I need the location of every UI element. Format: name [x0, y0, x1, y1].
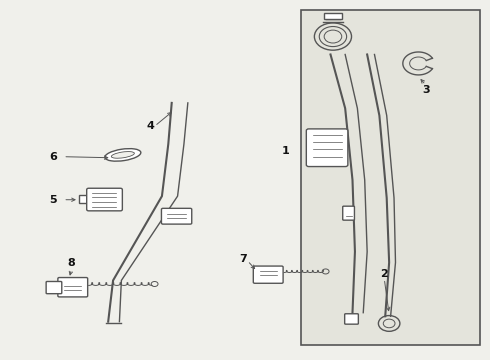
FancyBboxPatch shape: [161, 208, 192, 224]
FancyBboxPatch shape: [253, 266, 283, 283]
Text: 2: 2: [380, 269, 388, 279]
Text: 5: 5: [49, 195, 57, 205]
Text: 6: 6: [49, 152, 57, 162]
Bar: [324, 13, 342, 19]
Ellipse shape: [111, 152, 134, 158]
FancyBboxPatch shape: [344, 314, 358, 324]
Text: 8: 8: [68, 258, 75, 268]
FancyBboxPatch shape: [87, 188, 122, 211]
Bar: [79, 195, 88, 203]
Text: 7: 7: [240, 254, 247, 264]
FancyBboxPatch shape: [343, 206, 354, 220]
FancyBboxPatch shape: [306, 129, 348, 167]
FancyBboxPatch shape: [58, 278, 88, 297]
Text: 3: 3: [422, 85, 430, 95]
Text: 1: 1: [281, 146, 289, 156]
Ellipse shape: [105, 149, 141, 161]
Text: 4: 4: [147, 121, 155, 131]
FancyBboxPatch shape: [46, 282, 62, 294]
Bar: [301, 10, 480, 345]
